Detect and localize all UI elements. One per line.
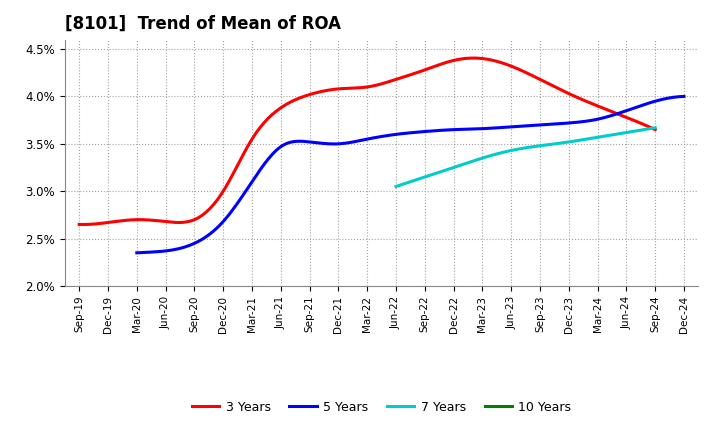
5 Years — [135, 250, 143, 255]
5 Years — [594, 117, 603, 122]
Line: 7 Years: 7 Years — [396, 128, 655, 187]
7 Years — [610, 132, 618, 137]
5 Years — [132, 250, 141, 256]
3 Years — [651, 127, 660, 132]
7 Years — [626, 129, 635, 134]
3 Years — [418, 68, 426, 73]
3 Years — [600, 106, 609, 112]
5 Years — [467, 126, 476, 132]
3 Years — [78, 222, 87, 227]
5 Years — [456, 127, 465, 132]
3 Years — [420, 68, 428, 73]
7 Years — [651, 125, 660, 130]
5 Years — [680, 94, 688, 99]
3 Years — [469, 55, 478, 61]
7 Years — [546, 142, 554, 147]
5 Years — [458, 127, 467, 132]
3 Years — [564, 91, 573, 96]
7 Years — [392, 183, 401, 189]
7 Years — [545, 142, 554, 147]
Text: [8101]  Trend of Mean of ROA: [8101] Trend of Mean of ROA — [65, 15, 341, 33]
5 Years — [629, 106, 637, 111]
3 Years — [75, 222, 84, 227]
Line: 5 Years: 5 Years — [137, 96, 684, 253]
Legend: 3 Years, 5 Years, 7 Years, 10 Years: 3 Years, 5 Years, 7 Years, 10 Years — [187, 396, 576, 419]
7 Years — [392, 184, 400, 189]
3 Years — [77, 222, 86, 227]
Line: 3 Years: 3 Years — [79, 58, 655, 224]
3 Years — [429, 64, 438, 70]
7 Years — [550, 141, 559, 147]
